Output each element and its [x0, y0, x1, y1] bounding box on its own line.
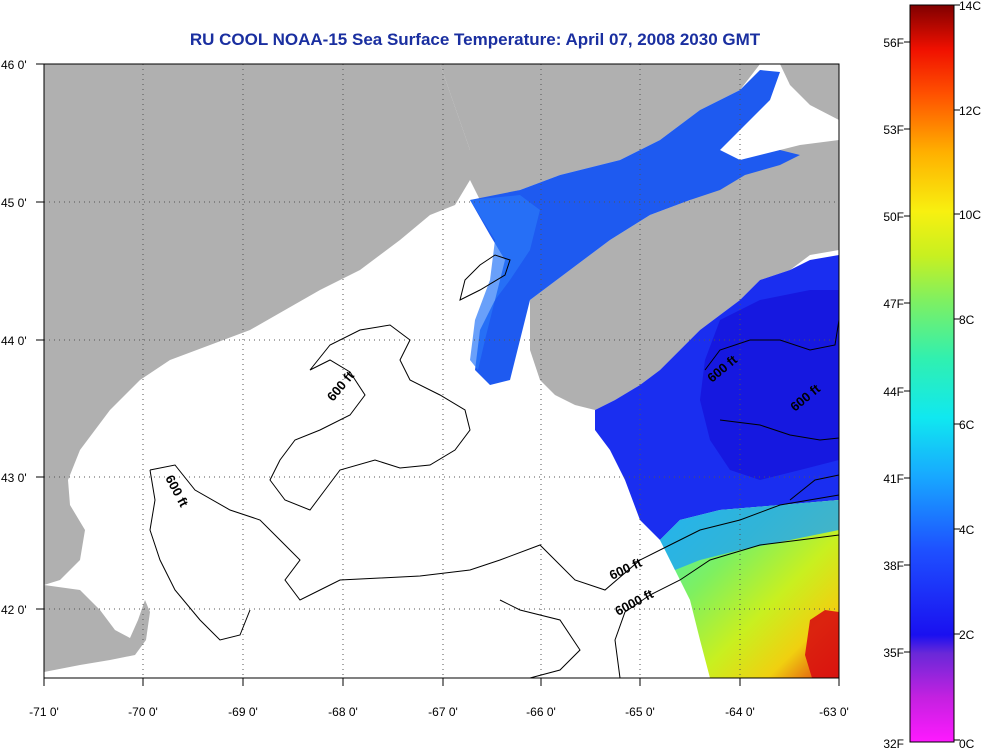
lat-tick-label: 45 0' — [1, 196, 27, 210]
colorbar-f-label: 41F — [883, 472, 904, 486]
lon-tick-label: -66 0' — [526, 705, 556, 719]
land-cape-breton — [780, 64, 839, 120]
lon-tick-label: -67 0' — [428, 705, 458, 719]
colorbar-c-label: 0C — [959, 737, 975, 751]
sst-cold-band — [660, 500, 839, 570]
lon-tick-label: -65 0' — [625, 705, 655, 719]
colorbar-c-label: 8C — [959, 313, 975, 327]
depth-contours — [149, 254, 839, 678]
lat-tick-label: 43 0' — [1, 471, 27, 485]
lon-tick-label: -69 0' — [228, 705, 258, 719]
lon-tick-label: -68 0' — [328, 705, 358, 719]
colorbar-f-label: 56F — [883, 36, 904, 50]
sst-scotian-shelf-deep — [700, 290, 839, 480]
sst-fundy-lighter — [470, 195, 540, 370]
colorbar: 56F 53F 50F 47F 44F 41F 38F 35F 32F 14C … — [883, 0, 981, 751]
axis-ticks — [36, 63, 840, 686]
colorbar-f-label: 38F — [883, 559, 904, 573]
colorbar-c-label: 6C — [959, 418, 975, 432]
land-new-england — [44, 64, 470, 585]
land-nova-scotia — [530, 140, 839, 410]
colorbar-f-label: 47F — [883, 297, 904, 311]
colorbar-f-label: 50F — [883, 210, 904, 224]
map-title-text: RU COOL NOAA-15 Sea Surface Temperature:… — [189, 30, 761, 49]
colorbar-c-label: 2C — [959, 628, 975, 642]
colorbar-f-label: 35F — [883, 646, 904, 660]
lon-tick-label: -63 0' — [819, 705, 849, 719]
colorbar-f-label: 32F — [883, 737, 904, 751]
lat-tick-label: 44 0' — [1, 334, 27, 348]
lat-tick-label: 46 0' — [1, 58, 27, 72]
colorbar-f-label: 53F — [883, 123, 904, 137]
lon-tick-label: -71 0' — [29, 705, 59, 719]
latitude-labels: 46 0' 45 0' 44 0' 43 0' 42 0' — [1, 58, 27, 617]
colorbar-gradient — [909, 4, 955, 743]
land-new-brunswick — [440, 64, 760, 200]
colorbar-c-label: 10C — [959, 208, 981, 222]
lat-tick-label: 42 0' — [1, 603, 27, 617]
lon-tick-label: -70 0' — [128, 705, 158, 719]
map-border — [43, 63, 840, 679]
longitude-labels: -71 0' -70 0' -69 0' -68 0' -67 0' -66 0… — [29, 705, 849, 719]
land-cape-cod — [44, 585, 150, 672]
sst-hot-core — [805, 610, 839, 678]
sst-bay-of-fundy — [470, 70, 800, 385]
colorbar-c-label: 14C — [959, 0, 981, 13]
map-title: RU COOL NOAA-15 Sea Surface Temperature:… — [0, 30, 984, 50]
colorbar-c-label: 4C — [959, 523, 975, 537]
colorbar-f-label: 44F — [883, 385, 904, 399]
colorbar-c-label: 12C — [959, 104, 981, 118]
lon-tick-label: -64 0' — [725, 705, 755, 719]
